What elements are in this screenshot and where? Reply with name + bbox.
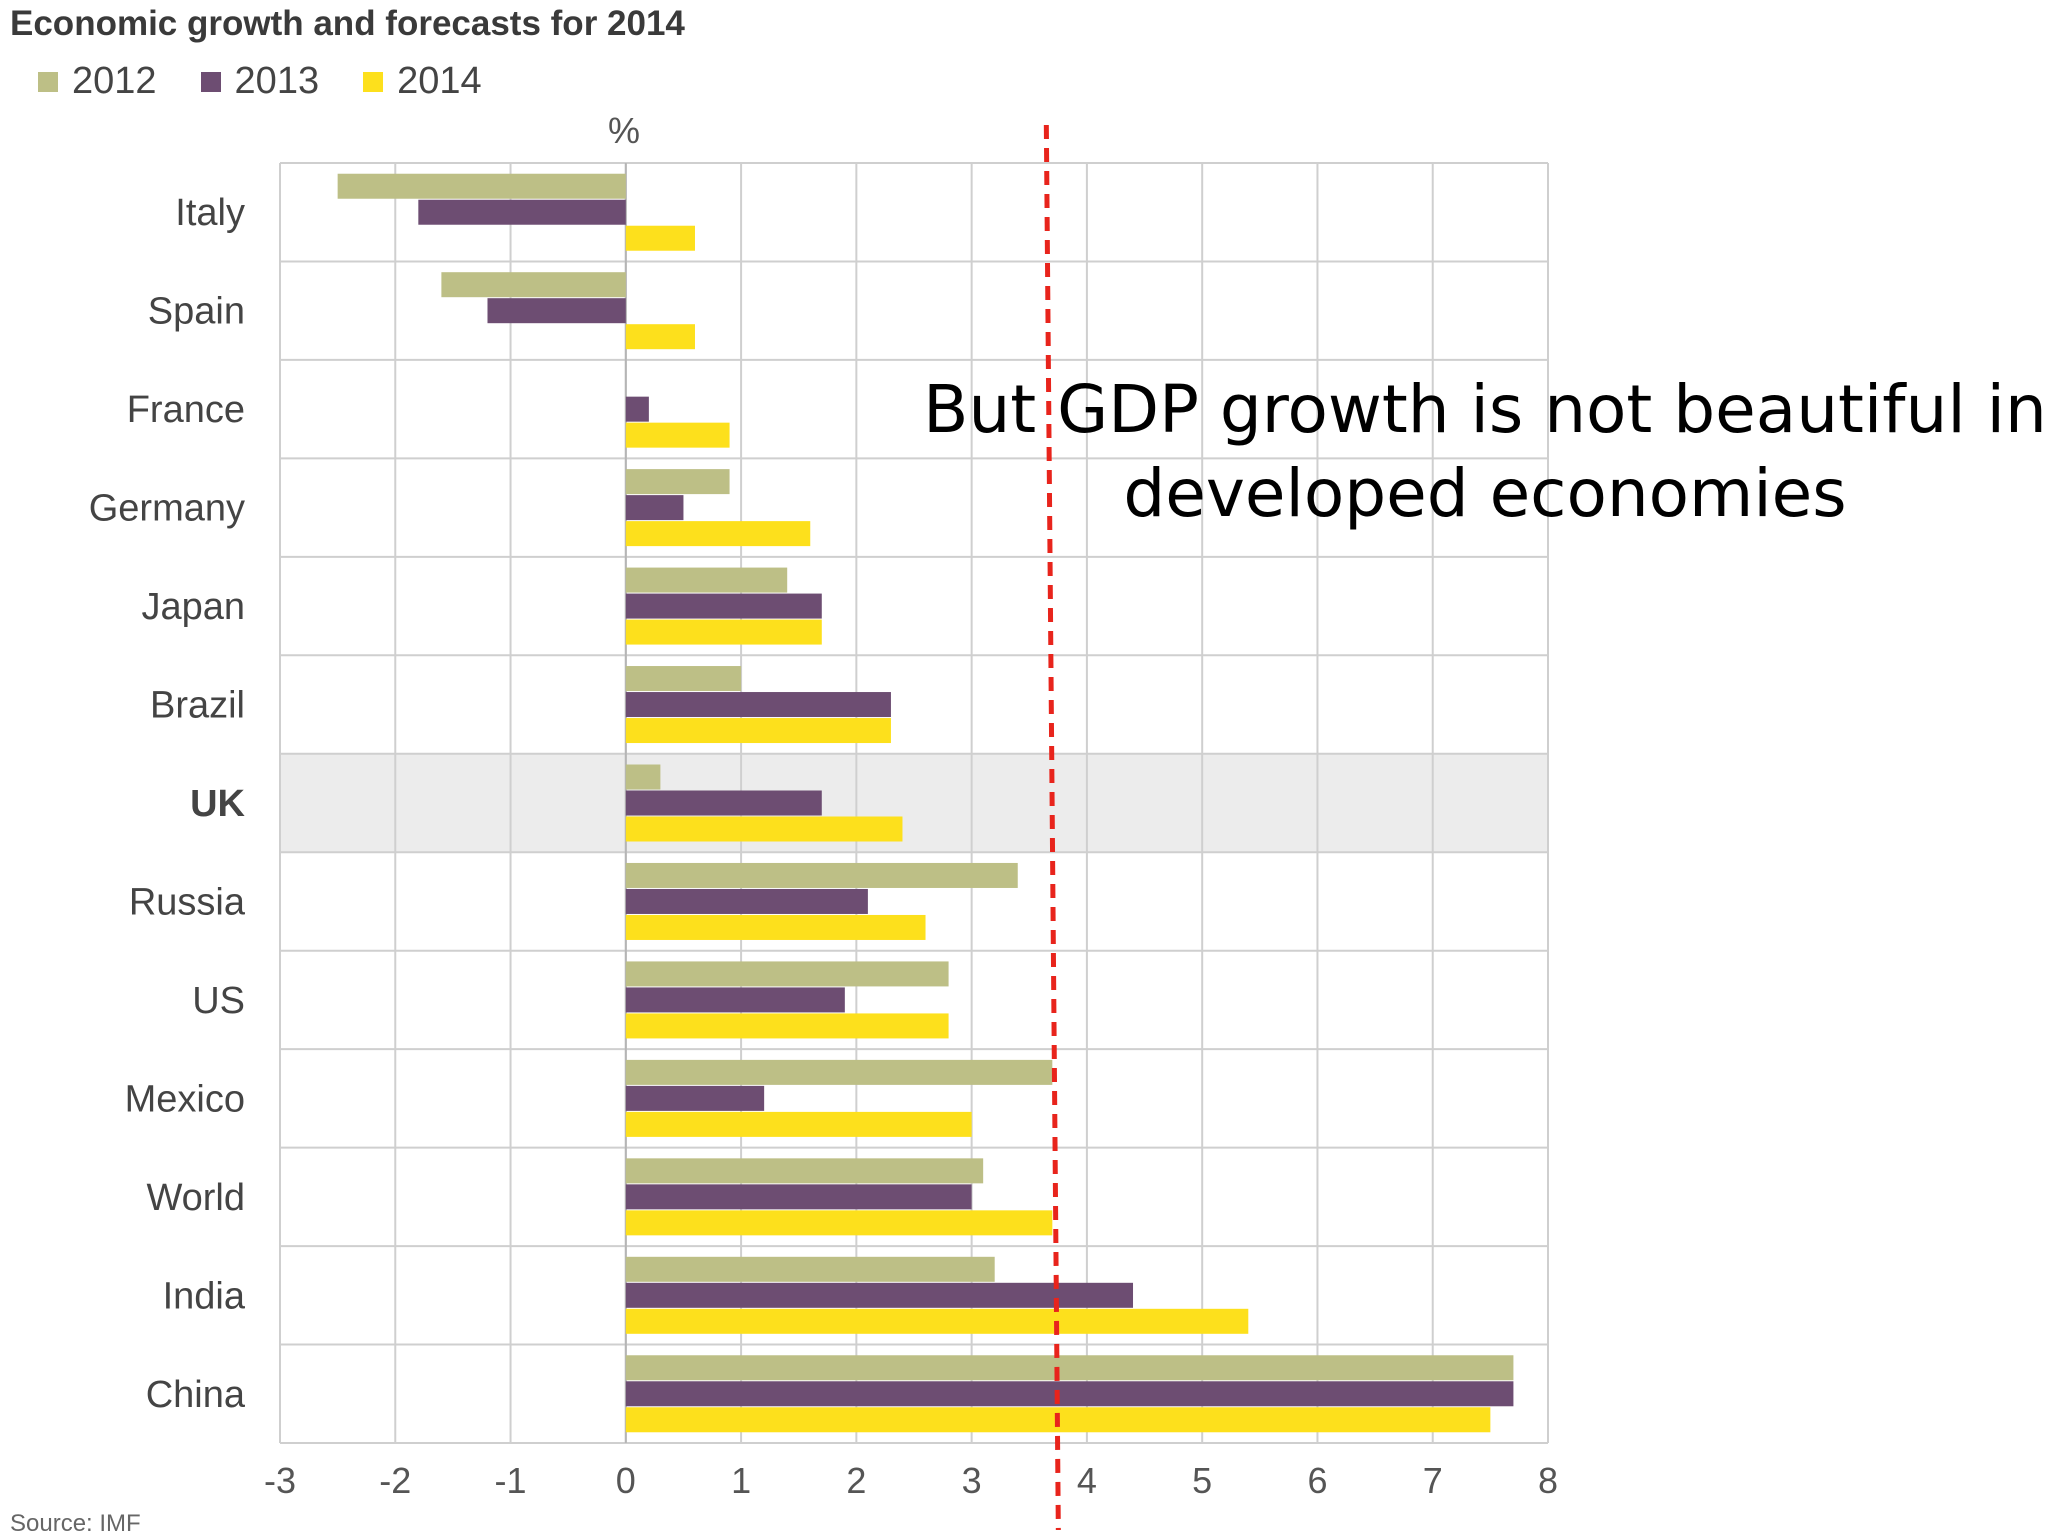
- legend-swatch-2012: [38, 71, 58, 92]
- bar-us-2014: [625, 1013, 949, 1039]
- bar-mexico-2014: [625, 1111, 972, 1137]
- bar-us-2012: [625, 961, 949, 987]
- category-label: Japan: [141, 586, 245, 628]
- bar-india-2013: [625, 1282, 1134, 1308]
- bar-spain-2013: [487, 298, 626, 324]
- bar-brazil-2014: [625, 718, 891, 744]
- bar-germany-2013: [625, 495, 684, 521]
- x-tick-label: -1: [495, 1460, 527, 1501]
- bar-italy-2012: [337, 173, 626, 199]
- reference-line: [1043, 124, 1061, 1531]
- x-tick-label: 2: [846, 1460, 866, 1501]
- category-label: US: [192, 980, 245, 1022]
- x-tick-label: 5: [1192, 1460, 1212, 1501]
- category-label: Spain: [148, 291, 245, 333]
- bar-world-2014: [625, 1210, 1053, 1236]
- bar-italy-2014: [625, 225, 695, 251]
- bar-japan-2014: [625, 619, 822, 645]
- bar-mexico-2013: [625, 1085, 765, 1111]
- bar-world-2013: [625, 1184, 972, 1210]
- source-note: Source: IMF: [10, 1510, 141, 1537]
- bar-india-2014: [625, 1308, 1249, 1334]
- bar-china-2013: [625, 1381, 1514, 1407]
- category-label: China: [146, 1374, 246, 1416]
- bar-uk-2013: [625, 790, 822, 816]
- bar-china-2012: [625, 1355, 1514, 1381]
- bar-brazil-2013: [625, 692, 891, 718]
- bar-mexico-2012: [625, 1059, 1053, 1085]
- annotation-text: But GDP growth is not beautiful in devel…: [923, 371, 2047, 532]
- x-tick-label: 8: [1538, 1460, 1558, 1501]
- legend-label-2012: 2012: [72, 60, 157, 102]
- x-tick-label: 7: [1423, 1460, 1443, 1501]
- category-label: UK: [190, 783, 245, 825]
- bar-germany-2014: [625, 521, 811, 547]
- bar-japan-2013: [625, 593, 822, 619]
- highlight-band: [280, 753, 1548, 853]
- x-tick-label: 6: [1307, 1460, 1327, 1501]
- x-tick-label: -2: [379, 1460, 411, 1501]
- legend: 2012 2013 2014: [38, 60, 482, 103]
- x-tick-label: 4: [1077, 1460, 1097, 1501]
- bar-russia-2012: [625, 862, 1018, 888]
- legend-label-2013: 2013: [234, 60, 320, 102]
- legend-label-2014: 2014: [397, 60, 482, 102]
- bar-russia-2014: [625, 914, 926, 940]
- category-label: India: [163, 1275, 246, 1317]
- x-tick-label: 3: [962, 1460, 982, 1501]
- category-label: France: [127, 389, 245, 431]
- bar-japan-2012: [625, 567, 788, 593]
- bar-spain-2014: [625, 324, 695, 350]
- x-tick-label: -3: [264, 1460, 296, 1501]
- unit-label: %: [608, 110, 641, 151]
- bar-germany-2012: [625, 469, 730, 495]
- category-label: Mexico: [125, 1078, 245, 1120]
- legend-swatch-2014: [363, 71, 384, 92]
- chart-title: Economic growth and forecasts for 2014: [10, 4, 685, 43]
- x-tick-label: 0: [616, 1460, 636, 1501]
- category-label: Italy: [175, 192, 245, 234]
- bar-uk-2014: [625, 816, 903, 842]
- bar-russia-2013: [625, 888, 868, 914]
- legend-item-2014: 2014: [363, 60, 482, 103]
- legend-swatch-2013: [200, 71, 221, 92]
- category-label: Brazil: [150, 685, 245, 727]
- bar-world-2012: [625, 1158, 984, 1184]
- bar-italy-2013: [418, 199, 626, 225]
- category-label: Germany: [89, 488, 245, 530]
- bar-uk-2012: [625, 764, 661, 790]
- legend-item-2013: 2013: [200, 60, 320, 103]
- bar-france-2014: [625, 422, 730, 448]
- bar-brazil-2012: [625, 666, 742, 692]
- bar-spain-2012: [441, 272, 626, 298]
- bar-france-2013: [625, 396, 649, 422]
- legend-item-2012: 2012: [38, 60, 157, 103]
- bar-india-2012: [625, 1256, 995, 1282]
- bar-us-2013: [625, 987, 845, 1013]
- category-label: Russia: [129, 881, 246, 923]
- x-tick-label: 1: [731, 1460, 751, 1501]
- category-label: World: [146, 1177, 245, 1219]
